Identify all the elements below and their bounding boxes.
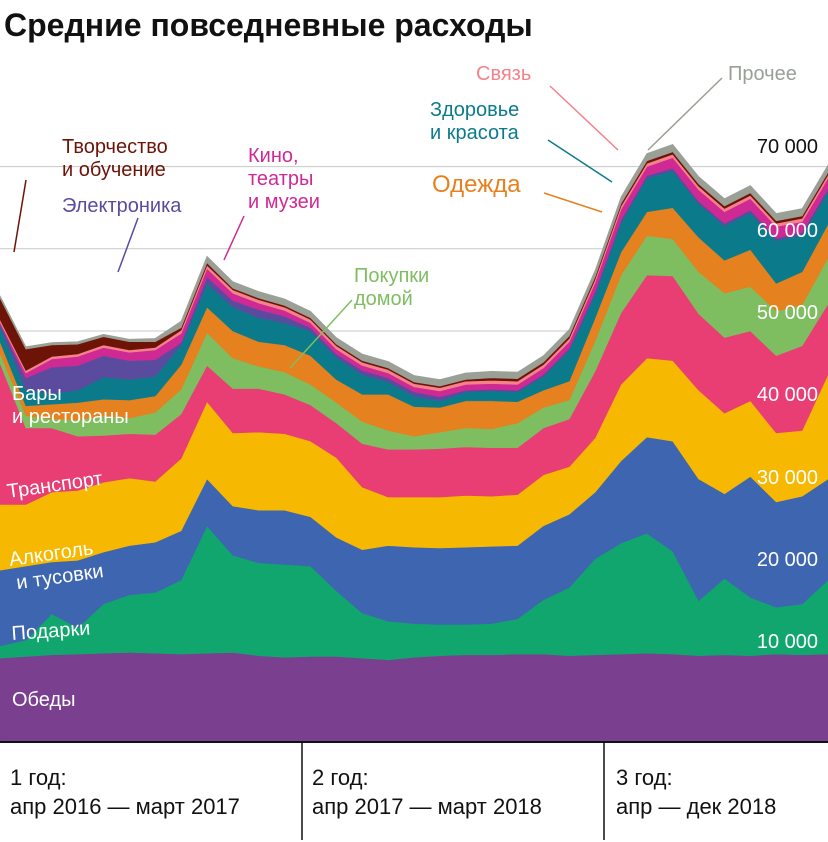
leader-line-0: [13, 179, 27, 253]
leader-line-1: [117, 217, 139, 273]
leader-line-4: [543, 192, 603, 213]
area-series-0: [0, 652, 828, 743]
series-label-education: Творчество и обучение: [62, 136, 173, 181]
period-1-range: апр 2016 — март 2017: [10, 794, 240, 819]
period-1-title: 1 год:: [10, 765, 67, 790]
period-3-range: апр — дек 2018: [616, 794, 776, 819]
series-labels: Обеды Подарки Алкоголь и тусовки Транспо…: [6, 63, 797, 711]
series-label-communication: Связь: [476, 63, 531, 85]
education-line-1: Творчество: [62, 136, 168, 158]
series-label-health: Здоровье и красота: [430, 99, 525, 144]
leader-line-7: [647, 77, 723, 151]
cinema-line-3: и музеи: [248, 191, 320, 213]
leader-line-6: [549, 85, 619, 151]
chart-title: Средние повседневные расходы: [4, 7, 533, 43]
health-line-2: и красота: [430, 122, 520, 144]
home-line-1: Покупки: [354, 265, 429, 287]
education-line-2: и обучение: [62, 159, 166, 181]
y-tick-50000: 50 000: [757, 302, 818, 324]
home-line-2: домой: [354, 288, 413, 310]
series-label-home: Покупки домой: [354, 265, 435, 310]
series-label-bars: Бары и рестораны: [12, 383, 129, 428]
leader-line-3: [289, 299, 353, 369]
y-tick-10000: 10 000: [757, 631, 818, 653]
y-tick-70000: 70 000: [757, 136, 818, 158]
series-label-gifts: Подарки: [11, 618, 91, 645]
area-series: [0, 144, 828, 743]
y-axis-ticks: 10 000 20 000 30 000 40 000 50 000 60 00…: [757, 136, 818, 653]
bars-line-1: Бары: [12, 383, 62, 405]
leader-line-2: [223, 215, 245, 261]
period-3-title: 3 год:: [616, 765, 673, 790]
leader-line-5: [547, 139, 613, 183]
series-label-clothes: Одежда: [432, 171, 521, 198]
y-tick-40000: 40 000: [757, 384, 818, 406]
cinema-line-1: Кино,: [248, 145, 299, 167]
series-label-other: Прочее: [728, 63, 797, 85]
cinema-line-2: театры: [248, 168, 313, 190]
series-label-cinema: Кино, театры и музеи: [248, 145, 320, 213]
health-line-1: Здоровье: [430, 99, 519, 121]
y-tick-20000: 20 000: [757, 549, 818, 571]
period-2-title: 2 год:: [312, 765, 369, 790]
series-label-electronics: Электроника: [62, 195, 182, 217]
label-leader-lines: [13, 77, 723, 369]
y-tick-60000: 60 000: [757, 220, 818, 242]
y-tick-30000: 30 000: [757, 467, 818, 489]
area-series-12: [0, 144, 828, 387]
period-2-range: апр 2017 — март 2018: [312, 794, 542, 819]
series-label-lunches: Обеды: [12, 689, 76, 711]
bars-line-2: и рестораны: [12, 406, 129, 428]
